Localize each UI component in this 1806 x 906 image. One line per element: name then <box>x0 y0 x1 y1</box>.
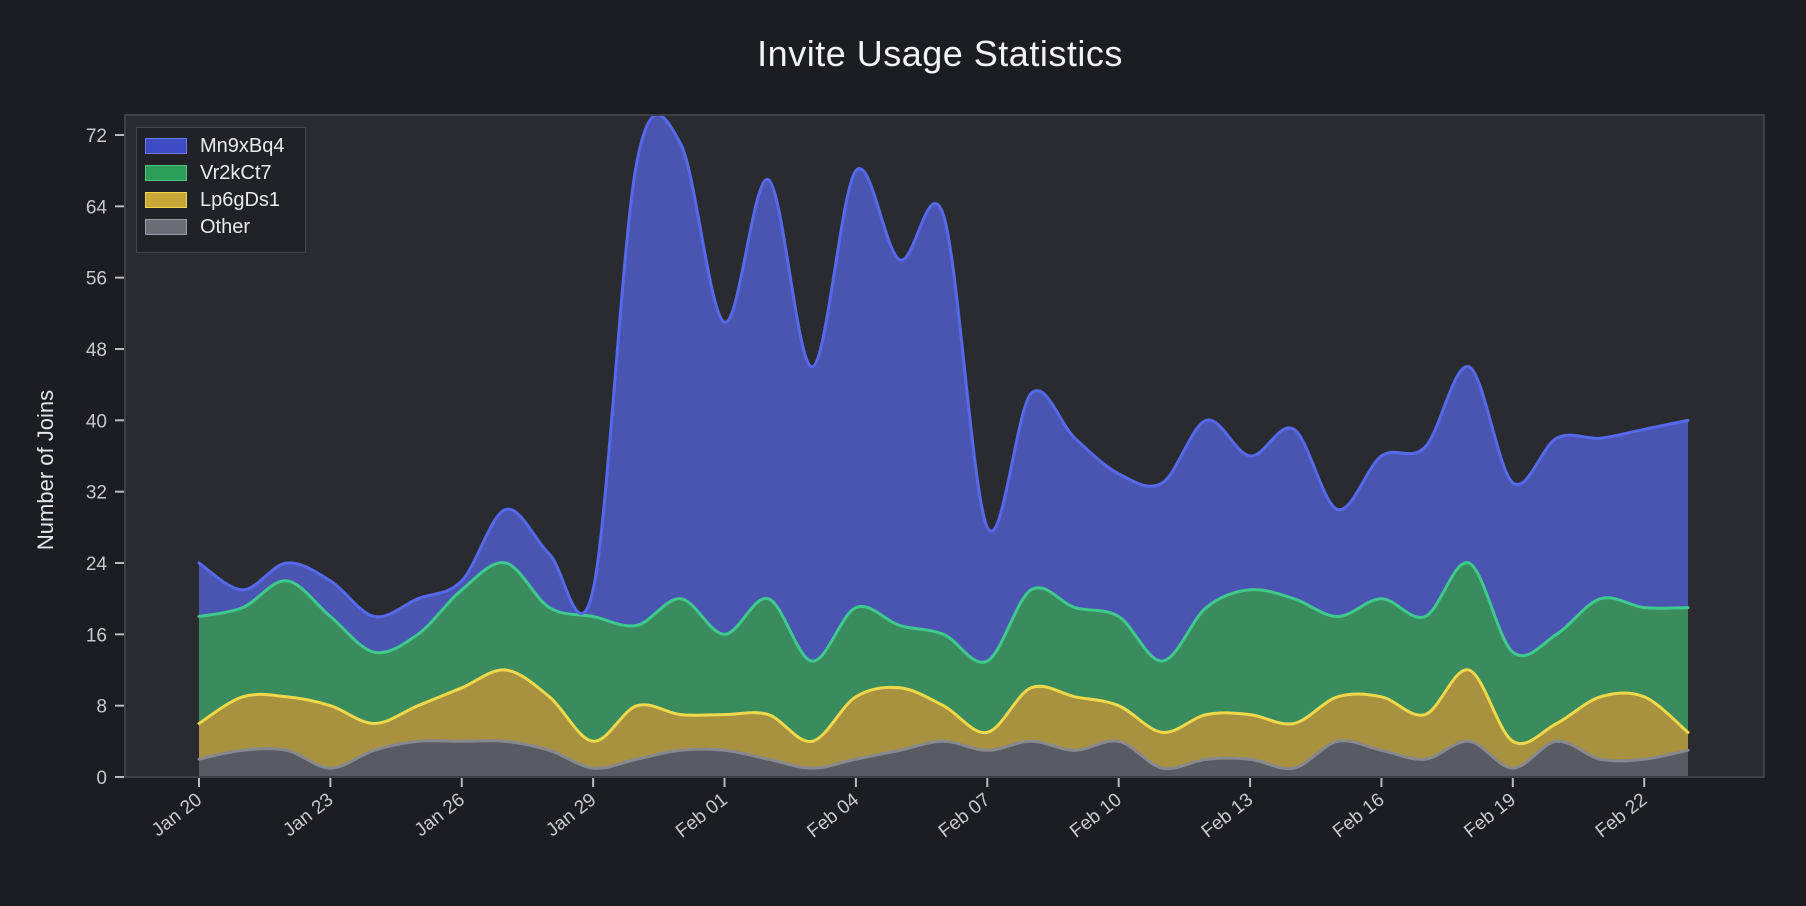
legend: Mn9xBq4 Vr2kCt7 Lp6gDs1 Other <box>136 127 306 253</box>
x-tick-label: Jan 20 <box>148 789 206 841</box>
y-tick-label: 40 <box>86 411 107 432</box>
y-tick-label: 8 <box>96 697 107 718</box>
legend-label: Lp6gDs1 <box>200 189 281 211</box>
x-tick-label: Feb 16 <box>1329 789 1389 842</box>
line-Lp6gDs1 <box>197 668 1690 745</box>
legend-label: Vr2kCt7 <box>200 162 272 184</box>
x-tick-label: Jan 26 <box>411 789 469 841</box>
area-Other <box>199 740 1688 777</box>
x-tick-label: Feb 22 <box>1592 789 1652 842</box>
y-tick-label: 32 <box>86 483 107 504</box>
y-axis-title: Number of Joins <box>33 389 58 551</box>
y-tick-label: 64 <box>86 197 108 218</box>
x-tick-label: Feb 07 <box>935 789 995 842</box>
y-tick-label: 56 <box>86 269 107 290</box>
legend-item-Other[interactable]: Other <box>145 217 305 237</box>
chart-title: Invite Usage Statistics <box>757 33 1123 74</box>
x-tick-label: Feb 10 <box>1066 789 1126 842</box>
legend-label: Mn9xBq4 <box>200 135 285 157</box>
y-tick-label: 16 <box>86 625 107 646</box>
legend-item-Vr2kCt7[interactable]: Vr2kCt7 <box>145 163 305 183</box>
legend-item-Mn9xBq4[interactable]: Mn9xBq4 <box>145 136 305 156</box>
line-Mn9xBq4 <box>197 115 1690 619</box>
x-tick-label: Feb 13 <box>1198 789 1258 842</box>
plot-border <box>124 114 1765 778</box>
legend-swatch-Other <box>145 219 187 235</box>
legend-swatch-Vr2kCt7 <box>145 165 187 181</box>
legend-item-Lp6gDs1[interactable]: Lp6gDs1 <box>145 190 305 210</box>
y-tick-label: 24 <box>86 554 108 575</box>
line-Other <box>197 739 1690 771</box>
x-tick-label: Jan 23 <box>280 789 338 841</box>
legend-label: Other <box>200 216 251 238</box>
x-tick-label: Feb 01 <box>672 789 732 842</box>
x-tick-label: Jan 29 <box>542 789 600 841</box>
y-tick-label: 72 <box>86 126 107 147</box>
legend-swatch-Mn9xBq4 <box>145 138 187 154</box>
x-tick-label: Feb 19 <box>1460 789 1520 842</box>
y-tick-label: 0 <box>96 768 107 789</box>
y-tick-label: 48 <box>86 340 107 361</box>
legend-swatch-Lp6gDs1 <box>145 192 187 208</box>
line-Vr2kCt7 <box>197 561 1690 664</box>
x-tick-label: Feb 04 <box>803 789 863 842</box>
area-Lp6gDs1 <box>199 669 1688 777</box>
